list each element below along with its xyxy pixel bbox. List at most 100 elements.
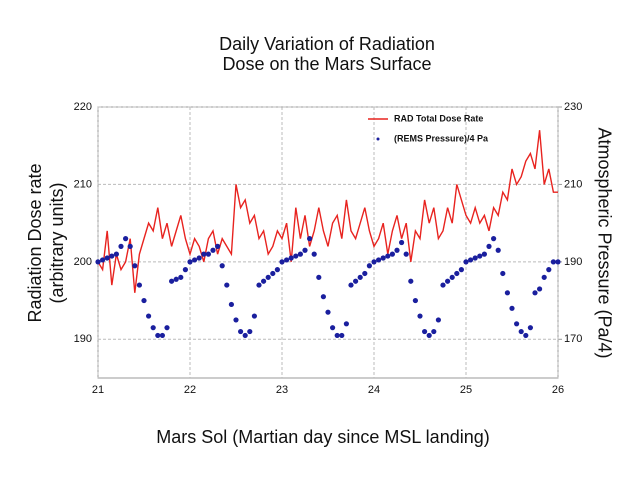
- data-point: [477, 253, 483, 259]
- data-point: [127, 243, 133, 249]
- data-point: [325, 309, 331, 315]
- legend-label: (REMS Pressure)/4 Pa: [394, 133, 489, 143]
- data-point: [224, 282, 230, 288]
- plot-area: [97, 106, 559, 379]
- data-point: [109, 253, 115, 259]
- data-point: [201, 251, 207, 257]
- data-point: [408, 278, 414, 284]
- data-point: [100, 257, 106, 263]
- data-point: [509, 305, 515, 311]
- data-point: [265, 274, 271, 280]
- data-point: [435, 317, 441, 323]
- data-point: [514, 321, 520, 327]
- data-point: [173, 276, 179, 282]
- x-tick-label: 21: [92, 384, 104, 396]
- data-point: [132, 263, 138, 269]
- data-point: [256, 282, 262, 288]
- data-point: [118, 243, 124, 249]
- data-point: [376, 257, 382, 263]
- data-point: [371, 259, 377, 265]
- chart-title: Dose on the Mars Surface: [222, 54, 431, 74]
- data-point: [343, 321, 349, 327]
- y2-tick-label: 190: [564, 256, 582, 268]
- data-point: [233, 317, 239, 323]
- x-tick-label: 24: [368, 384, 380, 396]
- data-point: [284, 257, 290, 263]
- data-point: [113, 251, 119, 257]
- data-point: [555, 259, 561, 265]
- data-point: [445, 278, 451, 284]
- data-point: [518, 328, 524, 335]
- x-tick-label: 23: [276, 384, 288, 396]
- data-point: [270, 270, 276, 277]
- data-point: [155, 332, 161, 339]
- data-point: [422, 328, 428, 335]
- data-point: [527, 325, 534, 331]
- data-point: [242, 332, 248, 339]
- data-point: [380, 255, 386, 261]
- data-point: [523, 332, 529, 339]
- data-point: [362, 270, 368, 277]
- data-point: [495, 247, 501, 253]
- data-point: [491, 236, 497, 242]
- data-point: [431, 328, 437, 335]
- data-point: [481, 251, 487, 257]
- data-point: [504, 290, 510, 296]
- y-tick-label: 220: [74, 101, 92, 113]
- data-point: [279, 259, 285, 265]
- data-point: [192, 257, 198, 263]
- data-point: [399, 239, 405, 246]
- data-point: [500, 270, 506, 277]
- data-point: [330, 325, 336, 331]
- data-point: [440, 282, 446, 288]
- data-point: [238, 328, 244, 335]
- y-axis-title: Radiation Dose rate: [25, 163, 45, 322]
- data-point: [348, 282, 354, 288]
- data-point: [486, 243, 492, 249]
- data-line: [97, 130, 558, 293]
- data-point: [104, 255, 110, 261]
- data-point: [293, 253, 299, 259]
- data-point: [196, 255, 202, 261]
- x-tick-label: 26: [552, 384, 564, 396]
- legend-label: RAD Total Dose Rate: [394, 113, 483, 123]
- y2-tick-label: 170: [564, 333, 582, 345]
- data-point: [449, 274, 455, 280]
- data-point: [472, 255, 478, 261]
- y-tick-label: 200: [74, 256, 92, 268]
- data-point: [311, 251, 317, 257]
- data-point: [123, 236, 129, 242]
- data-point: [537, 286, 543, 292]
- data-point: [150, 325, 156, 331]
- data-point: [307, 236, 313, 242]
- data-point: [187, 259, 193, 265]
- data-point: [164, 325, 170, 331]
- data-point: [136, 282, 142, 288]
- y-tick-label: 190: [74, 333, 92, 345]
- data-point: [550, 259, 557, 265]
- data-point: [297, 251, 303, 257]
- data-point: [215, 243, 221, 249]
- data-point: [403, 251, 409, 257]
- data-point: [463, 259, 469, 265]
- y2-axis-title: Atmospheric Pressure (Pa/4): [594, 127, 614, 358]
- data-point: [247, 328, 253, 335]
- data-point: [146, 313, 152, 319]
- y-axis-title: (arbitrary units): [47, 182, 67, 303]
- data-point: [357, 274, 363, 280]
- data-point: [261, 278, 267, 284]
- data-point: [458, 267, 464, 273]
- data-point: [546, 267, 552, 273]
- x-tick-label: 22: [184, 384, 196, 396]
- data-point: [251, 313, 257, 319]
- data-point: [178, 274, 184, 280]
- data-point: [320, 294, 326, 300]
- x-axis-title: Mars Sol (Martian day since MSL landing): [156, 427, 489, 447]
- data-point: [274, 267, 280, 273]
- data-point: [141, 297, 147, 304]
- data-point: [389, 251, 395, 257]
- data-point: [417, 313, 423, 319]
- y2-tick-label: 210: [564, 178, 582, 190]
- chart-title: Daily Variation of Radiation: [219, 34, 435, 54]
